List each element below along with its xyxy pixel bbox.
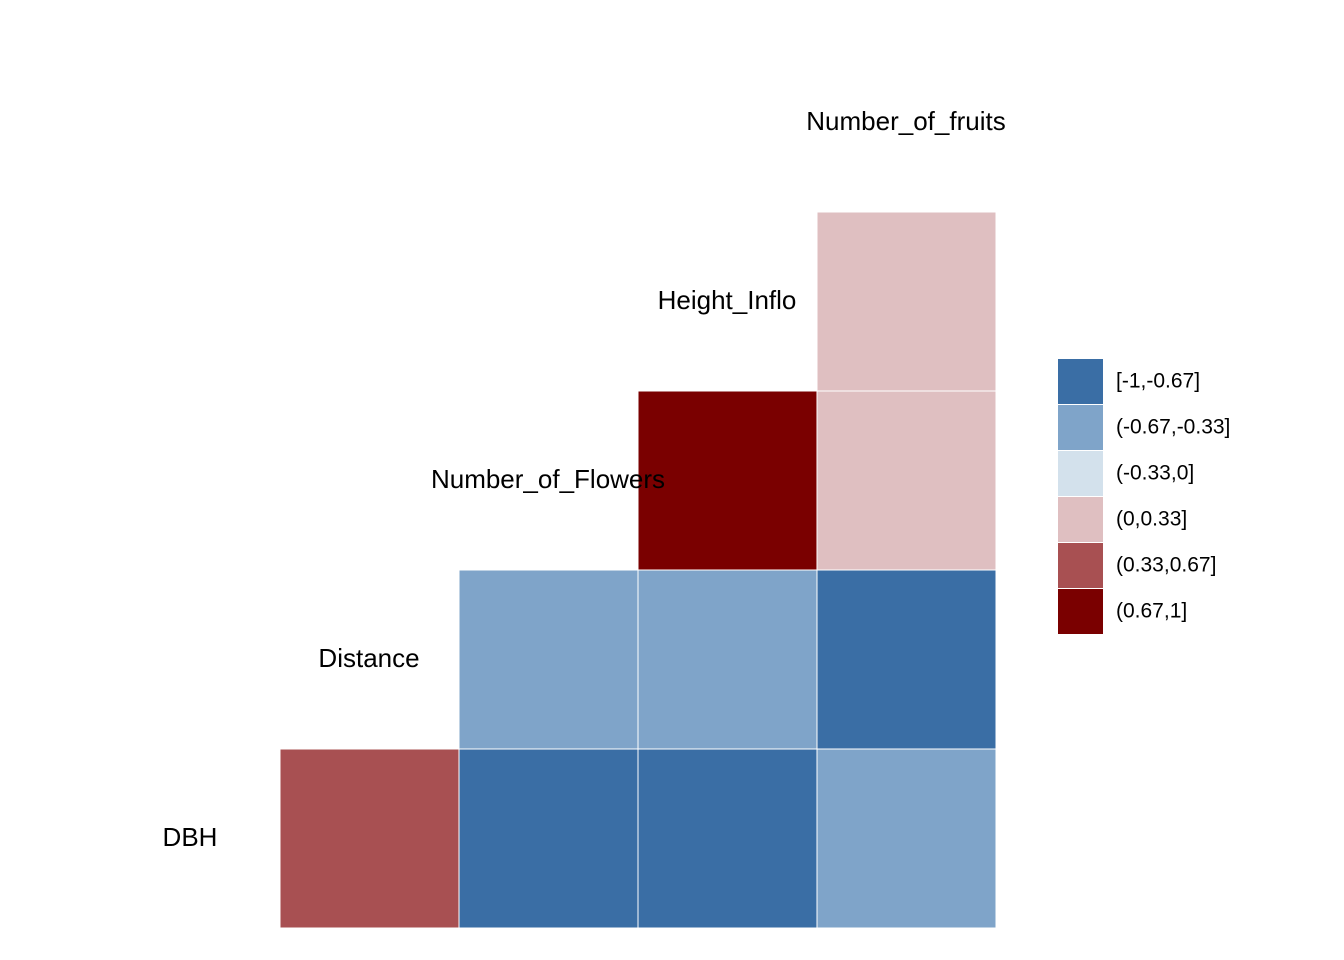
heatmap-cell bbox=[637, 390, 818, 571]
legend: [-1,-0.67] (-0.67,-0.33] (-0.33,0] (0,0.33]… bbox=[1058, 359, 1230, 634]
heatmap-cell bbox=[637, 569, 818, 750]
heatmap-cells bbox=[279, 211, 997, 929]
variable-label: Height_Inflo bbox=[658, 285, 797, 315]
legend-label: (0.67,1] bbox=[1116, 600, 1187, 623]
heatmap-cell bbox=[458, 569, 639, 750]
variable-label: DBH bbox=[163, 822, 218, 852]
legend-swatch bbox=[1058, 589, 1103, 634]
heatmap-cell bbox=[637, 748, 818, 929]
variable-label: Number_of_Flowers bbox=[431, 464, 665, 494]
legend-label: [-1,-0.67] bbox=[1116, 370, 1200, 393]
heatmap-cell bbox=[816, 569, 997, 750]
legend-swatch bbox=[1058, 405, 1103, 450]
legend-label: (0,0.33] bbox=[1116, 508, 1187, 531]
legend-label: (-0.67,-0.33] bbox=[1116, 416, 1230, 439]
variable-labels: DBH Distance Number_of_Flowers Height_Inflo… bbox=[163, 106, 1006, 852]
variable-label: Number_of_fruits bbox=[806, 106, 1005, 136]
heatmap-cell bbox=[816, 748, 997, 929]
legend-label: (0.33,0.67] bbox=[1116, 554, 1216, 577]
heatmap-cell bbox=[458, 748, 639, 929]
heatmap-cell bbox=[816, 211, 997, 392]
heatmap-cell bbox=[816, 390, 997, 571]
legend-swatch bbox=[1058, 497, 1103, 542]
legend-swatch bbox=[1058, 543, 1103, 588]
legend-swatch bbox=[1058, 359, 1103, 404]
legend-swatch bbox=[1058, 451, 1103, 496]
legend-label: (-0.33,0] bbox=[1116, 462, 1194, 485]
heatmap-cell bbox=[279, 748, 460, 929]
variable-label: Distance bbox=[318, 643, 419, 673]
